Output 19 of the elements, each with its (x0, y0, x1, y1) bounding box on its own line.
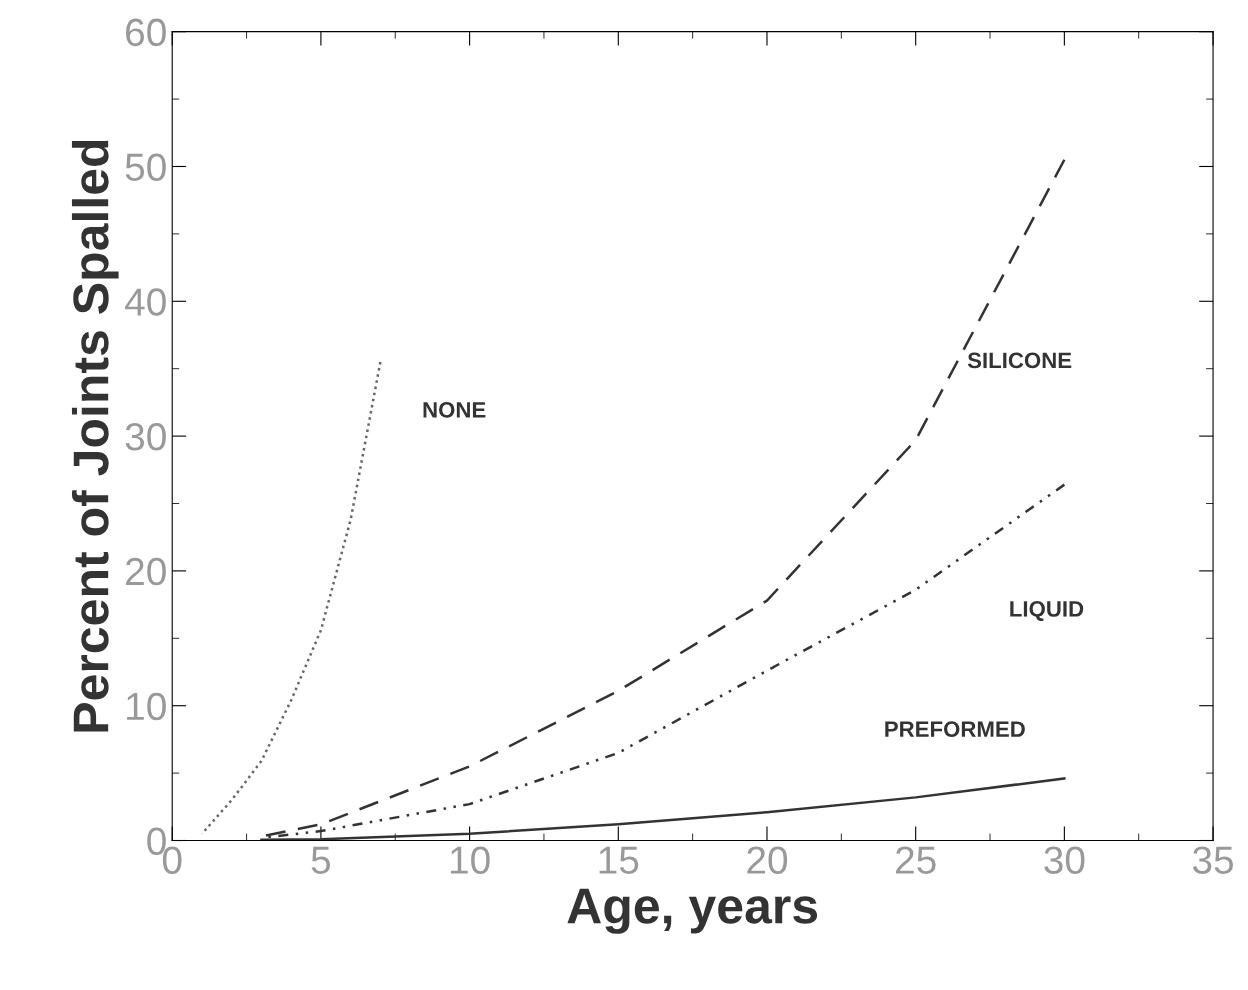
y-tick-label: 40 (125, 288, 166, 316)
y-tick-label: 60 (126, 18, 166, 47)
x-tick-label: 5 (311, 846, 331, 874)
series-label: SILICONE (967, 352, 1072, 369)
x-axis-title: Age, years (567, 888, 818, 934)
y-axis-title: Percent of Joints Spalled (71, 140, 119, 732)
y-tick-label: 20 (126, 557, 166, 586)
text: LIQUID (1010, 601, 1084, 621)
x-tick-label: 25 (896, 846, 936, 874)
text: PREFORMED (885, 721, 1025, 738)
x-tick-label: 35 (1192, 846, 1234, 874)
text: NONE (423, 401, 486, 418)
x-tick-label: 10 (450, 846, 490, 874)
y-tick-label: 50 (125, 153, 166, 181)
x-tick-label: 15 (599, 846, 639, 874)
y-tick-label: 30 (125, 423, 166, 451)
x-tick-label: 30 (1044, 846, 1085, 874)
y-tick-label: 10 (127, 692, 166, 721)
x-tick-label: 20 (747, 846, 788, 874)
